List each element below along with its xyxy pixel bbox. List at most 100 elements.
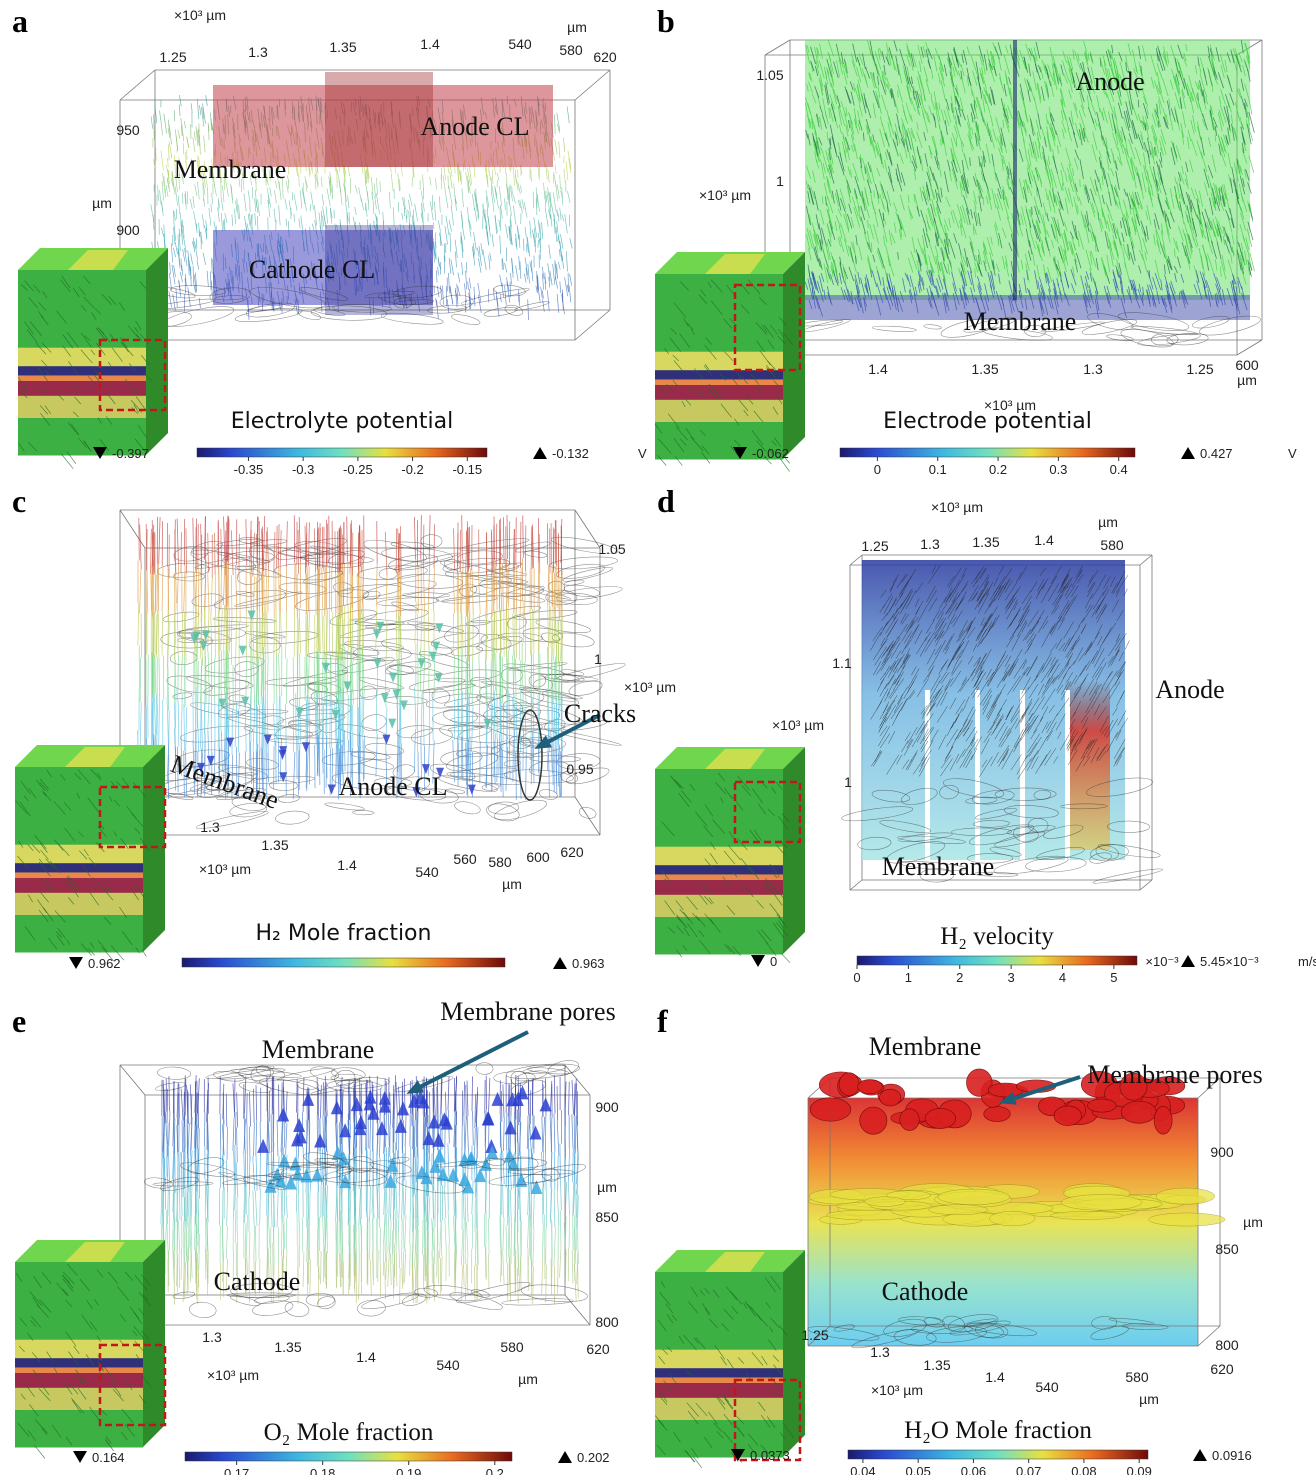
streak [451, 205, 454, 225]
axis-tick-label: 1.25 [159, 49, 186, 65]
streak [195, 184, 197, 196]
streamline [471, 707, 473, 752]
streak [472, 246, 474, 265]
streamline [327, 609, 328, 654]
streamline [268, 740, 269, 783]
streak [455, 251, 456, 267]
streamline [558, 619, 559, 661]
streak [558, 262, 560, 270]
inset-layer [18, 381, 146, 396]
streak [275, 190, 277, 203]
streamline [335, 659, 336, 702]
streamline [533, 740, 534, 783]
streak [390, 192, 391, 209]
streak [532, 230, 534, 242]
streamline [352, 619, 353, 662]
streamline [231, 575, 232, 620]
streamline [195, 572, 196, 617]
streak [375, 196, 377, 209]
streak [513, 205, 515, 224]
streak [439, 196, 440, 212]
streak [209, 208, 211, 226]
streamline [215, 533, 216, 575]
streak [248, 190, 250, 202]
streak [188, 287, 191, 307]
pore-outline [483, 305, 518, 318]
streak [550, 271, 552, 285]
streak [193, 266, 194, 284]
streak [376, 178, 377, 195]
streamline [267, 655, 268, 698]
axis-tick-label: µm [92, 195, 112, 211]
streak [549, 245, 551, 259]
colorbar [840, 448, 1135, 457]
streak [235, 209, 236, 224]
streak [1250, 253, 1255, 271]
streamline [174, 660, 175, 704]
streamline [246, 519, 247, 565]
streak [569, 286, 571, 303]
streamline [414, 729, 415, 771]
streak [182, 265, 183, 275]
pore-outline [278, 794, 300, 804]
streamline [175, 687, 176, 729]
colorbar-title: Electrolyte potential [231, 409, 453, 434]
streamline [335, 531, 336, 574]
streamline [154, 694, 155, 734]
streamline [386, 619, 387, 663]
streamline [322, 609, 323, 650]
streamline [146, 569, 147, 614]
streak [435, 178, 437, 189]
streamline [162, 611, 163, 656]
streak [166, 185, 168, 197]
streak [446, 286, 447, 306]
pore-outline [1151, 333, 1178, 346]
streamline [159, 657, 160, 704]
colorbar-title: Electrode potential [883, 409, 1092, 434]
streak [323, 216, 324, 227]
streak [207, 271, 208, 287]
streak [398, 173, 400, 191]
streak [564, 169, 565, 182]
streak [183, 249, 185, 262]
streak [560, 281, 561, 293]
streamline [219, 613, 220, 658]
streak [437, 300, 439, 319]
streak [464, 283, 466, 302]
colorbar [197, 448, 487, 457]
streamline [322, 568, 323, 609]
streak [197, 260, 199, 269]
streamline [254, 664, 255, 708]
axis-tick-label: 900 [116, 222, 140, 238]
streamline [197, 706, 199, 752]
streak [525, 227, 526, 237]
pore-outline [427, 304, 467, 314]
streak [518, 182, 521, 194]
streamline [215, 617, 216, 659]
colorbar-max: -0.132 [552, 446, 589, 461]
streak [337, 170, 340, 185]
streamline [298, 618, 299, 662]
streak [446, 195, 448, 209]
pore-outline [250, 637, 281, 653]
pore-outline [555, 562, 605, 582]
streak [547, 191, 550, 210]
pore-outline [1106, 334, 1133, 342]
streamline [195, 661, 196, 706]
streak [516, 265, 519, 281]
colorbar-min: -0.397 [112, 446, 149, 461]
pore-outline [163, 302, 235, 330]
streak [170, 262, 171, 274]
streak [255, 213, 256, 225]
axis-tick-label: 620 [593, 49, 617, 65]
streamline [472, 570, 473, 615]
streak [168, 144, 169, 160]
inset-layer [655, 400, 783, 423]
streak [224, 219, 225, 231]
pore-outline [550, 728, 622, 747]
streak [258, 199, 260, 216]
streamline [266, 531, 267, 575]
streamline [224, 605, 225, 649]
streamline [253, 708, 255, 752]
streak [202, 214, 204, 227]
